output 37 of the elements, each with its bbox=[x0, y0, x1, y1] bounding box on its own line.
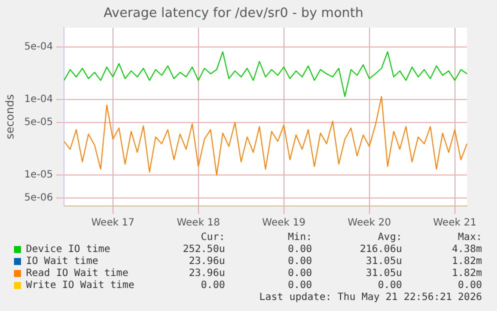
legend-label: Device IO time bbox=[26, 244, 110, 256]
text: 0.00 bbox=[286, 280, 312, 292]
y-tick-label: 1e-04 bbox=[24, 94, 54, 106]
text: 1.82m bbox=[450, 256, 482, 268]
y-tick-label: 5e-06 bbox=[24, 192, 54, 204]
text: 252.50u bbox=[182, 244, 225, 256]
text: Last update: Thu May 21 22:56:21 2026 bbox=[259, 292, 482, 304]
text: 1.82m bbox=[450, 268, 482, 280]
legend-label: IO Wait time bbox=[26, 256, 98, 268]
text: 0.00 bbox=[286, 244, 312, 256]
y-tick-label: 5e-05 bbox=[24, 116, 54, 128]
text: 23.96u bbox=[188, 268, 225, 280]
y-tick-label: 5e-04 bbox=[24, 41, 54, 52]
text: 0.00 bbox=[286, 268, 312, 280]
text: 23.96u bbox=[188, 256, 225, 268]
text: Min: bbox=[286, 232, 312, 244]
x-tick-label: Week 17 bbox=[91, 218, 135, 229]
text: Max: bbox=[456, 232, 482, 244]
text: 0.00 bbox=[286, 256, 312, 268]
text: 31.05u bbox=[364, 268, 402, 280]
chart-title: Average latency for /dev/sr0 - by month bbox=[104, 6, 364, 22]
text: 0.00 bbox=[456, 280, 482, 292]
text: 4.38m bbox=[450, 244, 482, 256]
x-tick-label: Week 21 bbox=[433, 218, 476, 229]
text: Avg: bbox=[376, 232, 402, 244]
text: 31.05u bbox=[364, 256, 402, 268]
text: 0.00 bbox=[376, 280, 402, 292]
legend-label: Write IO Wait time bbox=[26, 280, 134, 292]
x-tick-label: Week 19 bbox=[262, 218, 306, 229]
legend-label: Read IO Wait time bbox=[26, 268, 128, 280]
y-axis-title: seconds bbox=[3, 94, 16, 140]
y-tick-label: 1e-05 bbox=[24, 170, 54, 181]
text: Cur: bbox=[200, 232, 225, 244]
x-tick-label: Week 20 bbox=[348, 218, 391, 229]
text: 0.00 bbox=[200, 280, 225, 292]
x-tick-label: Week 18 bbox=[176, 218, 220, 229]
text: 216.06u bbox=[358, 244, 402, 256]
